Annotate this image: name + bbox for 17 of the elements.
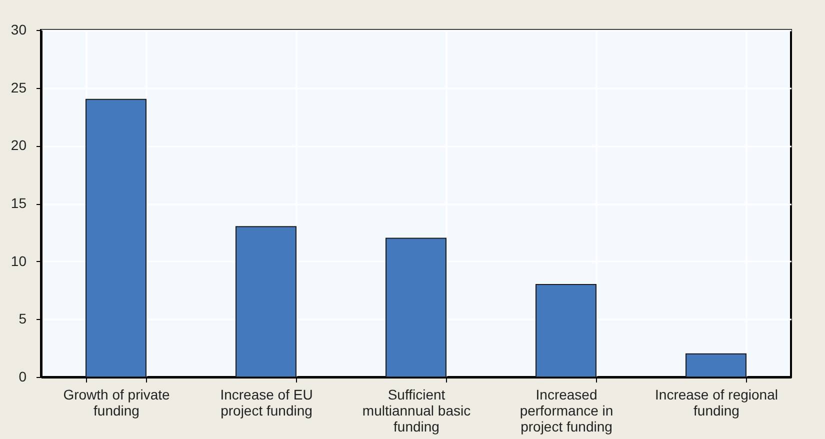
x-tick-label: Growth of private funding (63, 386, 170, 418)
x-tick-label: Sufficient multiannual basic funding (362, 386, 471, 434)
y-tick-label: 20 (10, 137, 27, 154)
y-tick-label: 30 (10, 22, 27, 38)
y-tick-label: 25 (10, 79, 27, 96)
y-tick-label: 0 (18, 368, 27, 384)
bar (686, 353, 746, 378)
bar (86, 98, 146, 378)
y-tick-label: 10 (10, 252, 27, 269)
x-tick-label: Increased performance in project funding (520, 386, 614, 434)
y-tick-label: 5 (18, 310, 27, 327)
bar (386, 238, 446, 378)
y-tick-label: 15 (10, 195, 27, 211)
bar (236, 226, 296, 378)
bar (536, 284, 596, 378)
x-tick-label: Increase of EU project funding (220, 386, 313, 418)
x-tick-label: Increase of regional funding (655, 386, 778, 418)
